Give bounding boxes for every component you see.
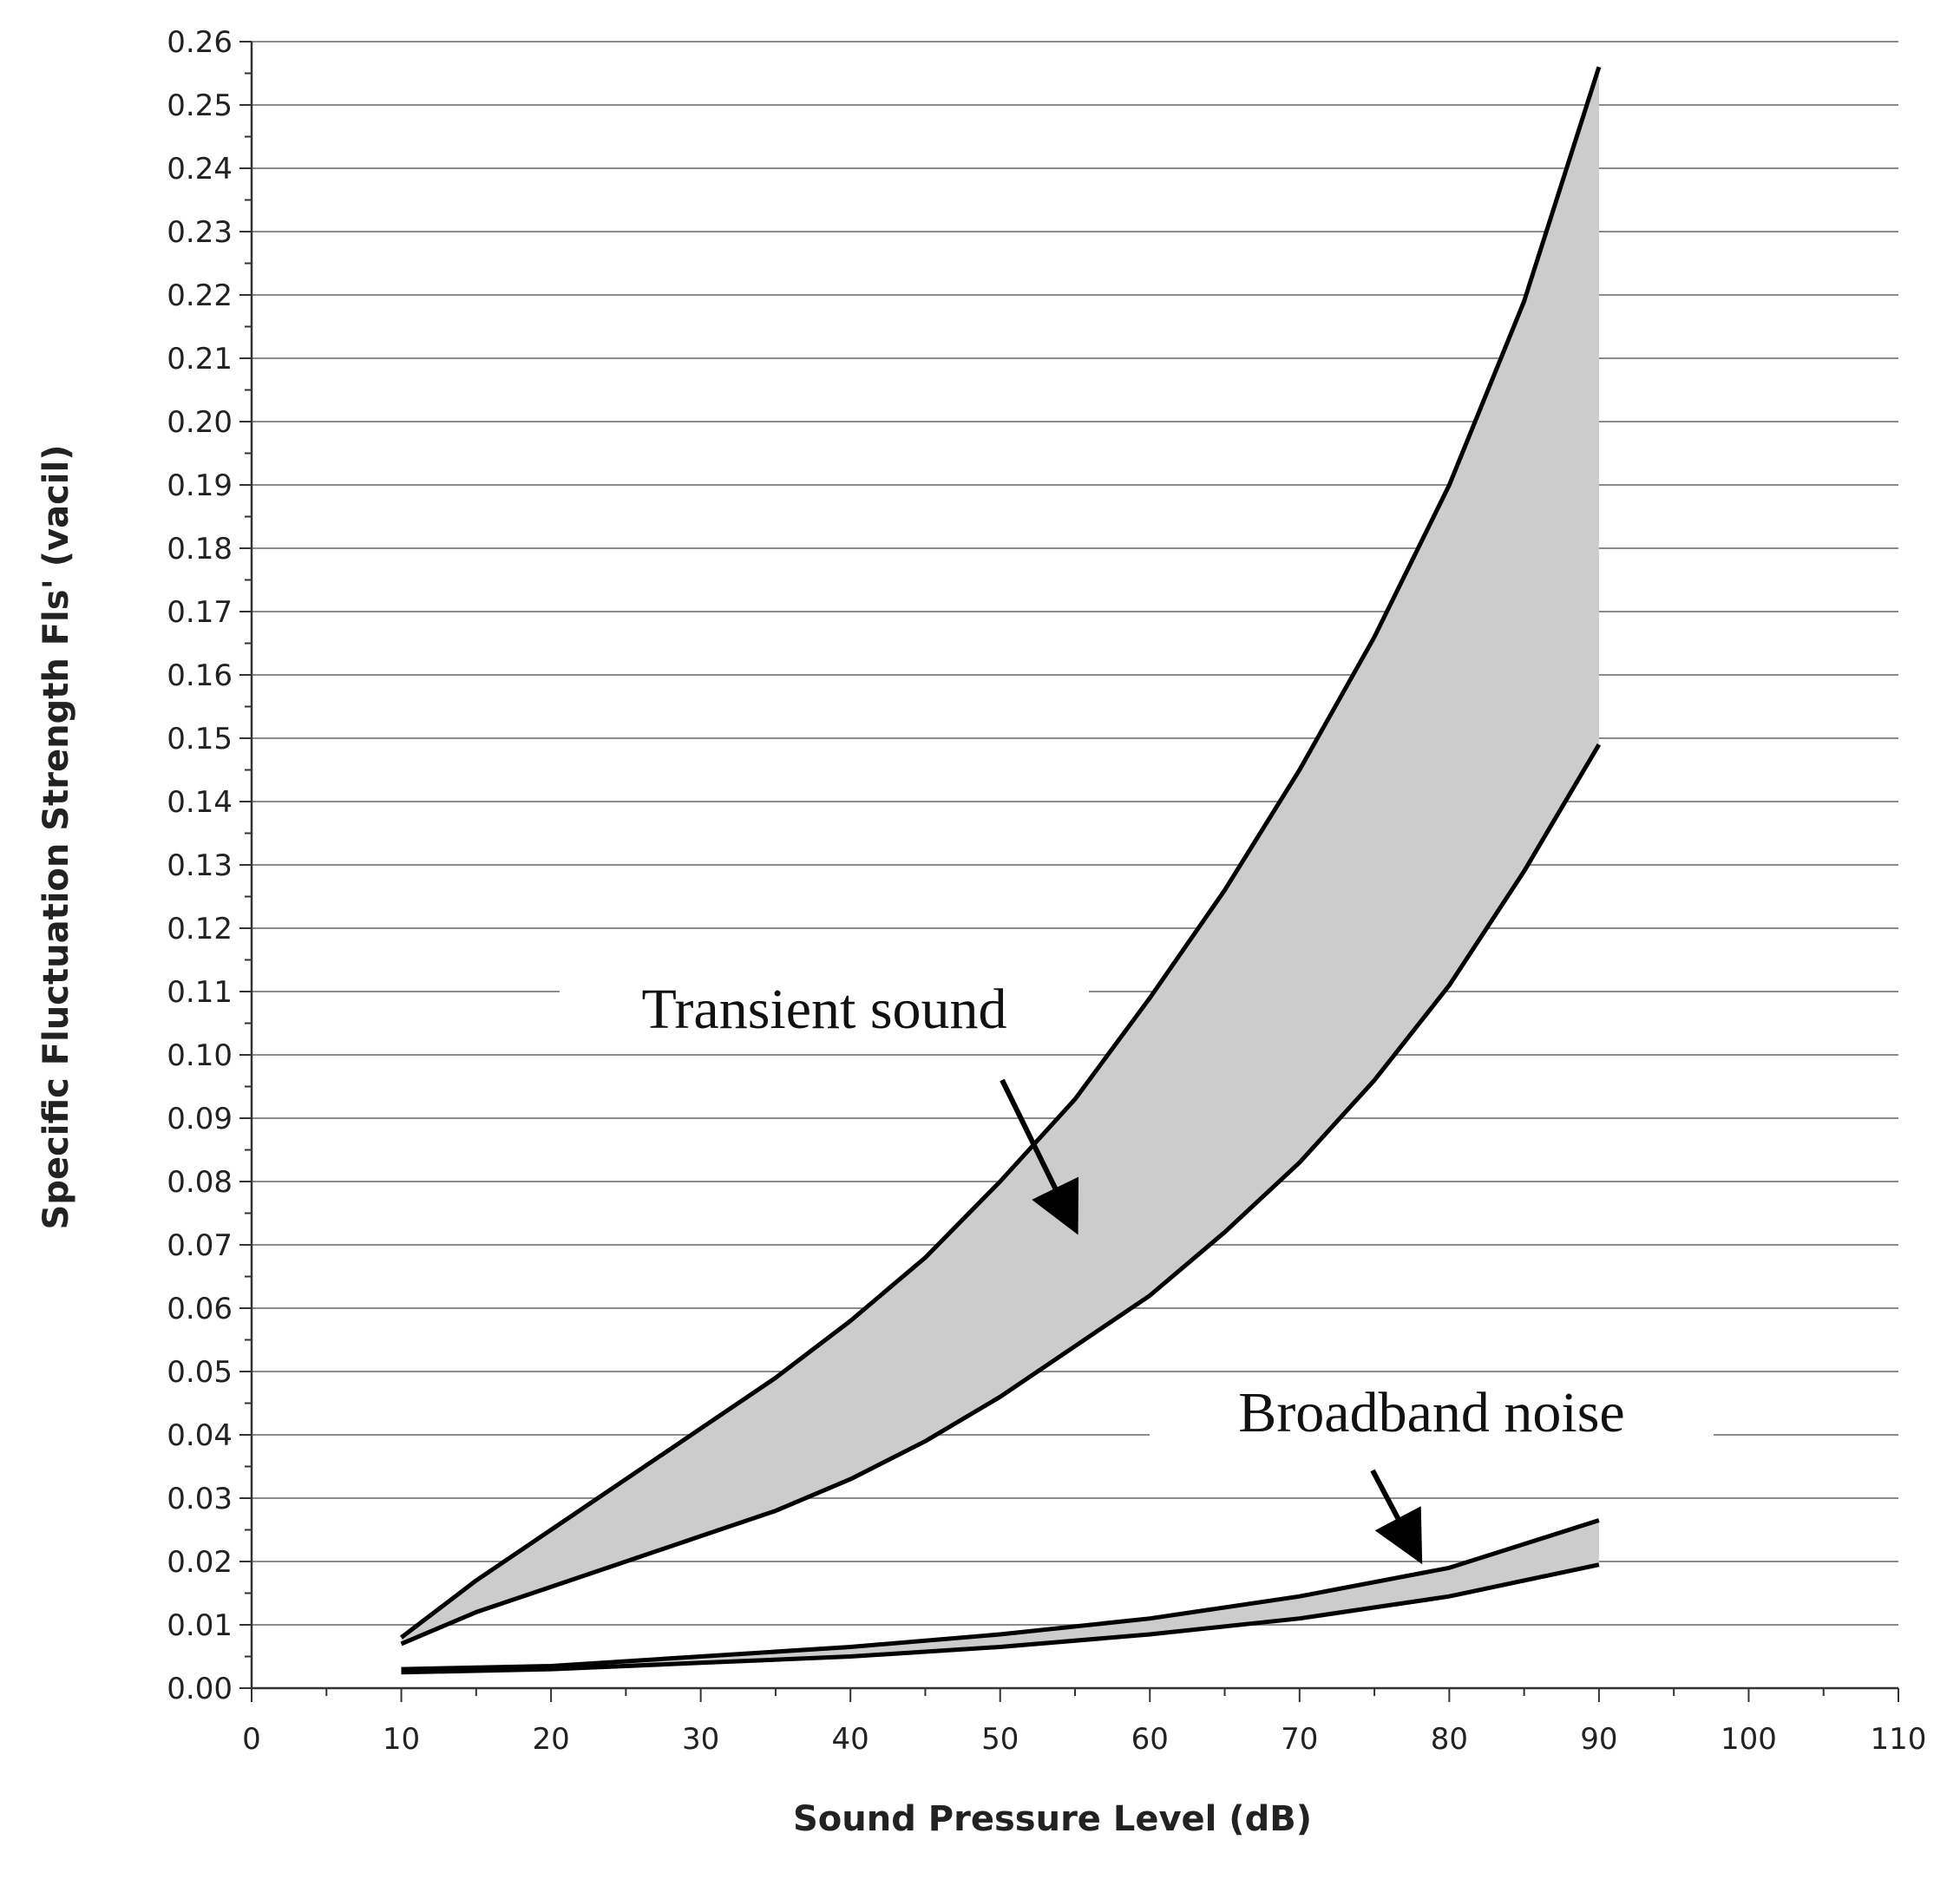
y-tick-label: 0.03 [167,1482,233,1516]
y-tick-label: 0.17 [167,595,233,630]
annotation-label-0: Transient sound [641,978,1006,1041]
x-tick-label: 100 [1721,1722,1777,1757]
y-axis-title: Specific Fluctuation Strength Fls' (vaci… [36,445,76,1230]
y-tick-label: 0.02 [167,1545,233,1580]
y-tick-label: 0.12 [167,912,233,946]
band-upper-line-0 [399,66,1602,1640]
y-tick-label: 0.15 [167,722,233,756]
x-tick-label: 20 [532,1722,569,1757]
band-fill-1 [401,1520,1599,1673]
x-tick-label: 10 [383,1722,420,1757]
x-tick-label: 40 [832,1722,869,1757]
axis-layer: 0.00 0.01 0.02 0.03 0.04 0.05 0.06 0.07 0.08 0.09… [167,25,1926,1757]
y-tick-label: 0.06 [167,1292,233,1326]
y-tick-label: 0.24 [167,152,233,187]
x-tick-label: 110 [1871,1722,1927,1757]
y-tick-label: 0.10 [167,1038,233,1073]
y-tick-label: 0.13 [167,848,233,883]
y-tick-label: 0.14 [167,785,233,820]
y-tick-label: 0.16 [167,658,233,693]
y-tick-label: 0.00 [167,1672,233,1706]
x-tick-label: 60 [1131,1722,1169,1757]
y-tick-label: 0.19 [167,468,233,503]
y-tick-label: 0.23 [167,215,233,250]
x-axis-title: Sound Pressure Level (dB) [793,1799,1312,1839]
y-tick-label: 0.26 [167,25,233,60]
annotation-layer: Transient sound Broadband noise [560,976,1714,1565]
y-tick-label: 0.04 [167,1418,233,1453]
annotation-arrow-0 [1000,1078,1079,1235]
annotation-arrow-1 [1370,1469,1423,1565]
band-fill-0 [401,67,1599,1644]
grid-layer [252,41,1898,1689]
y-tick-label: 0.08 [167,1165,233,1200]
band-upper-line-1 [401,1518,1600,1672]
band-layer [399,66,1602,1675]
x-tick-label: 50 [981,1722,1019,1757]
annotation-label-1: Broadband noise [1238,1381,1624,1444]
x-tick-label: 30 [682,1722,719,1757]
x-tick-label: 70 [1281,1722,1318,1757]
y-tick-label: 0.07 [167,1228,233,1263]
y-tick-label: 0.05 [167,1355,233,1390]
y-tick-label: 0.18 [167,532,233,566]
annotation-box-1 [1150,1375,1714,1456]
y-tick-label: 0.01 [167,1608,233,1643]
annotation-box-0 [560,976,1089,1054]
y-tick-label: 0.11 [167,975,233,1010]
x-tick-label: 80 [1431,1722,1468,1757]
x-tick-label: 0 [242,1722,261,1757]
y-tick-label: 0.22 [167,278,233,313]
y-tick-label: 0.21 [167,342,233,376]
y-tick-label: 0.09 [167,1102,233,1136]
x-tick-label: 90 [1580,1722,1617,1757]
band-lower-line-0 [400,743,1602,1647]
y-tick-label: 0.20 [167,405,233,440]
band-lower-line-1 [401,1562,1600,1675]
y-tick-label: 0.25 [167,88,233,123]
